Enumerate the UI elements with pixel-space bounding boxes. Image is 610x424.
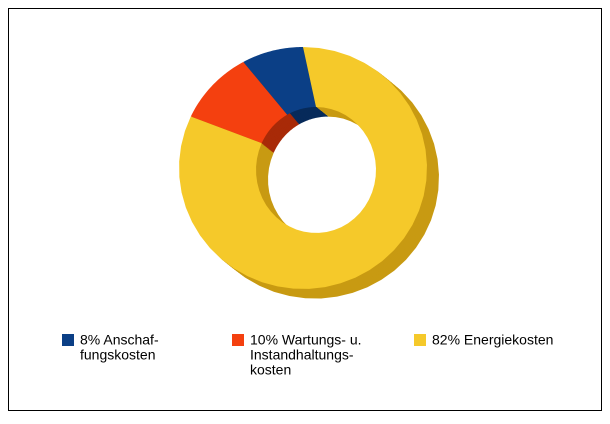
legend-swatch — [232, 334, 244, 346]
slice — [243, 47, 316, 115]
legend-label: 82% Energiekosten — [432, 332, 553, 348]
slice — [190, 61, 288, 144]
legend-swatch — [414, 334, 426, 346]
legend-label: 8% Anschaf- — [80, 332, 159, 348]
slice — [179, 47, 427, 289]
legend-label: fungskosten — [80, 347, 156, 363]
legend-label: Instandhaltungs- — [250, 347, 354, 363]
legend-label: kosten — [250, 362, 291, 378]
legend-swatch — [62, 334, 74, 346]
legend-label: 10% Wartungs- u. — [250, 332, 362, 348]
